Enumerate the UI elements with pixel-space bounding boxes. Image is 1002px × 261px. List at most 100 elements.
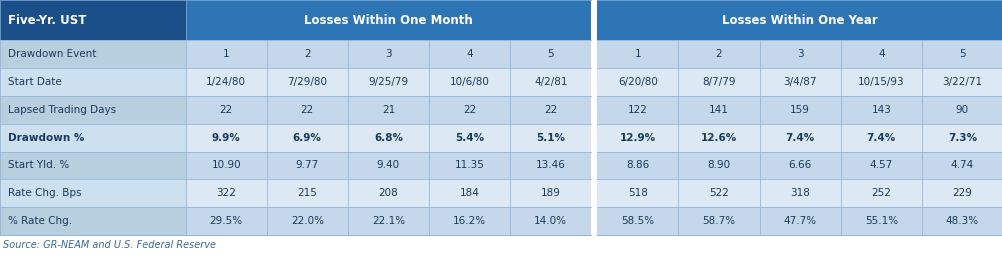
Text: 90: 90 [955, 105, 968, 115]
Bar [185, 0, 591, 40]
Bar [677, 68, 759, 96]
Text: Drawdown %: Drawdown % [8, 133, 84, 143]
Bar [759, 40, 840, 68]
Text: 318: 318 [790, 188, 810, 198]
Text: 8.86: 8.86 [625, 161, 649, 170]
Bar [590, 0, 596, 40]
Bar [267, 68, 348, 96]
Text: 143: 143 [871, 105, 891, 115]
Text: Start Yld. %: Start Yld. % [8, 161, 69, 170]
Bar [921, 68, 1002, 96]
Bar [759, 124, 840, 152]
Bar [510, 207, 590, 235]
Bar [921, 179, 1002, 207]
Text: 8/7/79: 8/7/79 [701, 77, 735, 87]
Text: Source: GR-NEAM and U.S. Federal Reserve: Source: GR-NEAM and U.S. Federal Reserve [3, 240, 215, 250]
Text: 29.5%: 29.5% [209, 216, 242, 226]
Text: 4/2/81: 4/2/81 [533, 77, 567, 87]
Bar [267, 152, 348, 179]
Text: Lapsed Trading Days: Lapsed Trading Days [8, 105, 116, 115]
Text: 7.4%: 7.4% [866, 133, 895, 143]
Bar [348, 40, 429, 68]
Bar [510, 179, 590, 207]
Text: 48.3%: 48.3% [945, 216, 978, 226]
Bar [510, 152, 590, 179]
Bar [429, 96, 510, 124]
Text: 159: 159 [790, 105, 810, 115]
Text: 55.1%: 55.1% [864, 216, 897, 226]
Bar [429, 179, 510, 207]
Text: 58.5%: 58.5% [620, 216, 653, 226]
Bar [510, 68, 590, 96]
Text: 5: 5 [547, 49, 553, 59]
Text: 22.1%: 22.1% [372, 216, 405, 226]
Bar [921, 207, 1002, 235]
Bar [590, 68, 596, 96]
Text: 1/24/80: 1/24/80 [206, 77, 245, 87]
Text: 229: 229 [952, 188, 971, 198]
Text: 12.6%: 12.6% [700, 133, 736, 143]
Bar [429, 207, 510, 235]
Text: 7/29/80: 7/29/80 [287, 77, 327, 87]
Text: 6.8%: 6.8% [374, 133, 403, 143]
Bar [921, 124, 1002, 152]
Bar [921, 40, 1002, 68]
Bar [596, 207, 677, 235]
Text: Start Date: Start Date [8, 77, 62, 87]
Text: 47.7%: 47.7% [783, 216, 816, 226]
Bar [510, 96, 590, 124]
Bar [348, 207, 429, 235]
Text: 518: 518 [627, 188, 647, 198]
Bar [759, 68, 840, 96]
Text: 322: 322 [216, 188, 235, 198]
Bar [348, 124, 429, 152]
Text: 1: 1 [222, 49, 229, 59]
Text: 7.3%: 7.3% [947, 133, 976, 143]
Text: 522: 522 [708, 188, 728, 198]
Text: 58.7%: 58.7% [701, 216, 734, 226]
Text: 22.0%: 22.0% [291, 216, 324, 226]
Text: 4: 4 [466, 49, 472, 59]
Bar [596, 0, 1002, 40]
Text: Drawdown Event: Drawdown Event [8, 49, 96, 59]
Text: 12.9%: 12.9% [619, 133, 655, 143]
Bar [590, 96, 596, 124]
Text: 9.77: 9.77 [296, 161, 319, 170]
Bar [185, 96, 267, 124]
Bar [185, 207, 267, 235]
Bar [590, 207, 596, 235]
Bar [185, 124, 267, 152]
Text: 3: 3 [796, 49, 803, 59]
Text: 3/4/87: 3/4/87 [783, 77, 816, 87]
Bar [0, 179, 185, 207]
Text: 9.9%: 9.9% [211, 133, 240, 143]
Text: 122: 122 [627, 105, 647, 115]
Text: 2: 2 [304, 49, 311, 59]
Text: 6.66: 6.66 [788, 161, 811, 170]
Text: 7.4%: 7.4% [785, 133, 814, 143]
Text: 5: 5 [958, 49, 965, 59]
Bar [267, 40, 348, 68]
Text: 16.2%: 16.2% [453, 216, 486, 226]
Bar [590, 124, 596, 152]
Text: 5.4%: 5.4% [455, 133, 484, 143]
Bar [590, 40, 596, 68]
Bar [840, 207, 921, 235]
Bar [0, 124, 185, 152]
Text: 10.90: 10.90 [211, 161, 240, 170]
Text: 11.35: 11.35 [454, 161, 484, 170]
Bar [185, 179, 267, 207]
Bar [596, 96, 677, 124]
Bar [348, 68, 429, 96]
Text: 4.74: 4.74 [950, 161, 973, 170]
Bar [429, 68, 510, 96]
Bar [510, 40, 590, 68]
Text: 22: 22 [219, 105, 232, 115]
Text: 10/15/93: 10/15/93 [857, 77, 904, 87]
Bar [596, 152, 677, 179]
Bar [759, 152, 840, 179]
Text: Five-Yr. UST: Five-Yr. UST [8, 14, 86, 27]
Bar [759, 179, 840, 207]
Text: 13.46: 13.46 [535, 161, 565, 170]
Bar [921, 152, 1002, 179]
